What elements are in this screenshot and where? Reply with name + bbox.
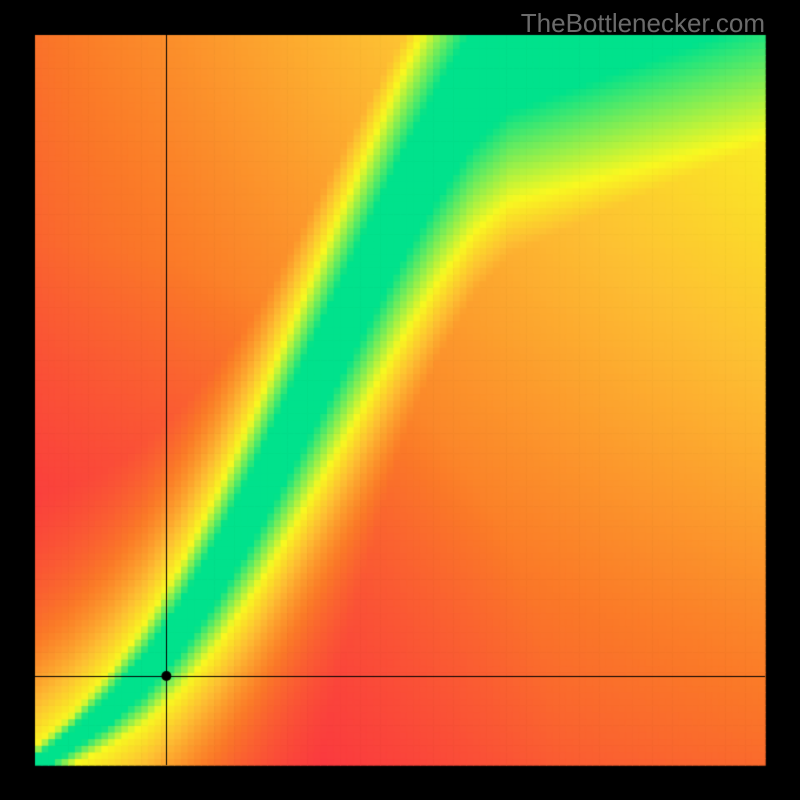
bottleneck-heatmap <box>0 0 800 800</box>
watermark-text: TheBottlenecker.com <box>521 8 765 39</box>
